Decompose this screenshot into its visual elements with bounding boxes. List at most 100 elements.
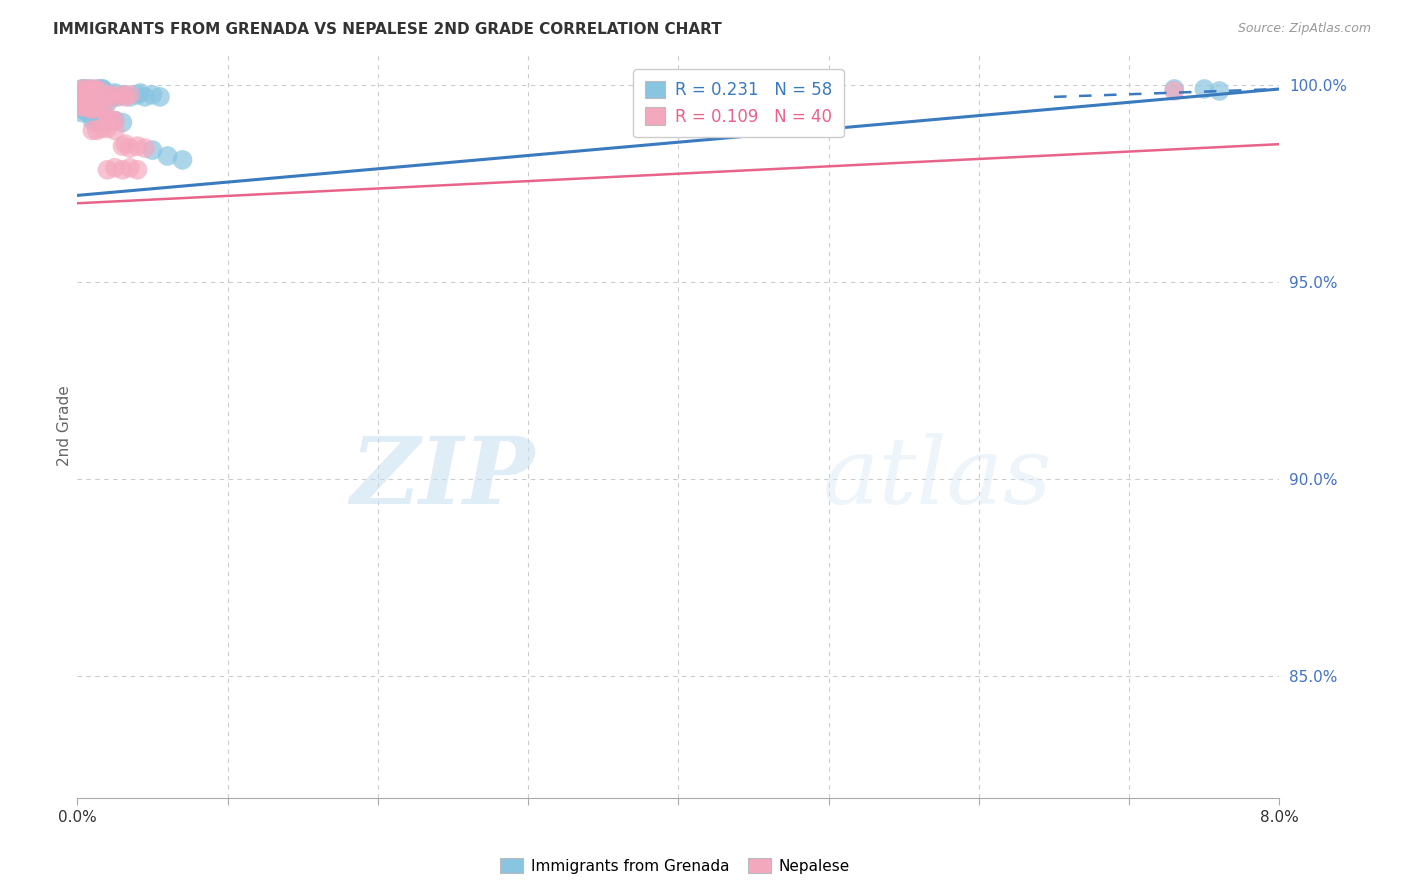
Point bbox=[89, 84, 111, 98]
Point bbox=[104, 86, 127, 100]
Point bbox=[73, 103, 96, 118]
Point bbox=[134, 90, 156, 104]
Point bbox=[96, 90, 118, 104]
Point bbox=[96, 115, 118, 129]
Point bbox=[69, 84, 91, 98]
Point bbox=[93, 84, 115, 98]
Text: ZIP: ZIP bbox=[350, 434, 534, 523]
Point bbox=[69, 84, 91, 98]
Point bbox=[76, 84, 98, 98]
Point bbox=[79, 82, 101, 96]
Point bbox=[141, 143, 163, 157]
Point bbox=[127, 87, 149, 102]
Point bbox=[72, 82, 94, 96]
Point bbox=[111, 115, 134, 129]
Legend: R = 0.231   N = 58, R = 0.109   N = 40: R = 0.231 N = 58, R = 0.109 N = 40 bbox=[633, 70, 844, 137]
Point bbox=[96, 90, 118, 104]
Point bbox=[76, 105, 98, 120]
Point bbox=[172, 153, 194, 167]
Point bbox=[114, 87, 136, 102]
Point bbox=[70, 100, 93, 114]
Point bbox=[104, 123, 127, 137]
Point bbox=[76, 100, 98, 114]
Point bbox=[70, 105, 93, 120]
Point bbox=[89, 84, 111, 98]
Point bbox=[90, 82, 112, 96]
Point bbox=[73, 84, 96, 98]
Text: atlas: atlas bbox=[823, 434, 1052, 523]
Point bbox=[72, 95, 94, 110]
Point bbox=[89, 100, 111, 114]
Point bbox=[114, 137, 136, 152]
Point bbox=[111, 162, 134, 177]
Point bbox=[111, 139, 134, 153]
Text: Source: ZipAtlas.com: Source: ZipAtlas.com bbox=[1237, 22, 1371, 36]
Point bbox=[107, 90, 129, 104]
Point bbox=[86, 84, 108, 98]
Point bbox=[114, 90, 136, 104]
Point bbox=[1163, 84, 1185, 98]
Point bbox=[104, 90, 127, 104]
Point bbox=[141, 87, 163, 102]
Point bbox=[84, 95, 107, 110]
Point bbox=[84, 102, 107, 116]
Point bbox=[69, 95, 91, 110]
Point bbox=[93, 102, 115, 116]
Text: IMMIGRANTS FROM GRENADA VS NEPALESE 2ND GRADE CORRELATION CHART: IMMIGRANTS FROM GRENADA VS NEPALESE 2ND … bbox=[53, 22, 723, 37]
Y-axis label: 2nd Grade: 2nd Grade bbox=[56, 385, 72, 467]
Point bbox=[75, 82, 97, 96]
Point bbox=[70, 82, 93, 96]
Point bbox=[1208, 84, 1230, 98]
Point bbox=[82, 102, 104, 116]
Point bbox=[90, 115, 112, 129]
Point bbox=[118, 161, 141, 175]
Point bbox=[79, 94, 101, 108]
Point bbox=[104, 113, 127, 128]
Point bbox=[127, 162, 149, 177]
Point bbox=[87, 105, 110, 120]
Point bbox=[89, 95, 111, 110]
Point bbox=[84, 82, 107, 96]
Point bbox=[90, 121, 112, 136]
Point bbox=[96, 113, 118, 128]
Point bbox=[82, 113, 104, 128]
Point bbox=[86, 123, 108, 137]
Point bbox=[96, 121, 118, 136]
Point bbox=[93, 94, 115, 108]
Point bbox=[118, 90, 141, 104]
Point bbox=[127, 139, 149, 153]
Point bbox=[118, 87, 141, 102]
Point bbox=[75, 94, 97, 108]
Point bbox=[101, 90, 124, 104]
Point bbox=[80, 102, 103, 116]
Point bbox=[82, 84, 104, 98]
Point bbox=[84, 86, 107, 100]
Point bbox=[111, 87, 134, 102]
Point bbox=[82, 123, 104, 137]
Point bbox=[156, 149, 179, 163]
Point bbox=[87, 82, 110, 96]
Point bbox=[134, 141, 156, 155]
Legend: Immigrants from Grenada, Nepalese: Immigrants from Grenada, Nepalese bbox=[494, 852, 856, 880]
Point bbox=[84, 113, 107, 128]
Point bbox=[90, 105, 112, 120]
Point bbox=[82, 95, 104, 110]
Point bbox=[80, 82, 103, 96]
Point bbox=[118, 141, 141, 155]
Point bbox=[75, 84, 97, 98]
Point bbox=[84, 103, 107, 118]
Point bbox=[1163, 82, 1185, 96]
Point bbox=[104, 113, 127, 128]
Point bbox=[96, 162, 118, 177]
Point bbox=[91, 82, 114, 96]
Point bbox=[100, 87, 122, 102]
Point bbox=[72, 82, 94, 96]
Point bbox=[149, 90, 172, 104]
Point bbox=[82, 86, 104, 100]
Point bbox=[111, 87, 134, 102]
Point bbox=[96, 95, 118, 110]
Point bbox=[79, 84, 101, 98]
Point bbox=[100, 113, 122, 128]
Point bbox=[1194, 82, 1216, 96]
Point bbox=[82, 103, 104, 118]
